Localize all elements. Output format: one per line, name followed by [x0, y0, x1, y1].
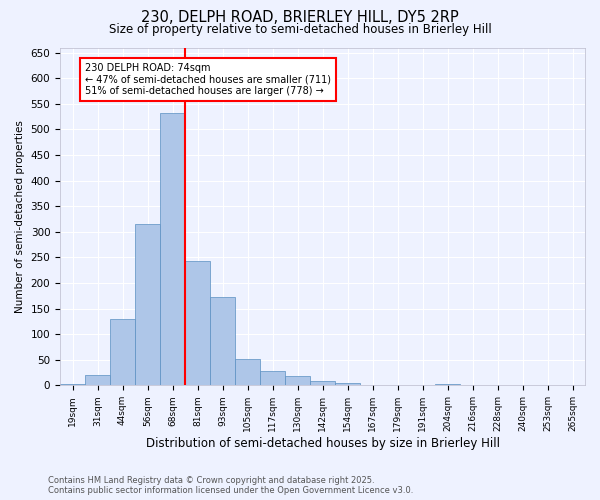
Y-axis label: Number of semi-detached properties: Number of semi-detached properties: [15, 120, 25, 313]
Bar: [210, 298, 235, 386]
Bar: [160, 112, 185, 386]
Text: Contains HM Land Registry data © Crown copyright and database right 2025.
Contai: Contains HM Land Registry data © Crown c…: [48, 476, 413, 495]
Text: 230 DELPH ROAD: 74sqm
← 47% of semi-detached houses are smaller (711)
51% of sem: 230 DELPH ROAD: 74sqm ← 47% of semi-deta…: [85, 63, 331, 96]
Text: 230, DELPH ROAD, BRIERLEY HILL, DY5 2RP: 230, DELPH ROAD, BRIERLEY HILL, DY5 2RP: [141, 10, 459, 25]
Bar: [60, 384, 85, 386]
Bar: [185, 262, 210, 386]
Bar: [335, 384, 360, 386]
Bar: [85, 375, 110, 386]
Bar: [385, 385, 410, 386]
Bar: [235, 358, 260, 386]
X-axis label: Distribution of semi-detached houses by size in Brierley Hill: Distribution of semi-detached houses by …: [146, 437, 500, 450]
Bar: [310, 382, 335, 386]
Bar: [285, 376, 310, 386]
Text: Size of property relative to semi-detached houses in Brierley Hill: Size of property relative to semi-detach…: [109, 22, 491, 36]
Bar: [135, 224, 160, 386]
Bar: [435, 384, 460, 386]
Bar: [360, 385, 385, 386]
Bar: [535, 385, 560, 386]
Bar: [110, 319, 135, 386]
Bar: [260, 371, 285, 386]
